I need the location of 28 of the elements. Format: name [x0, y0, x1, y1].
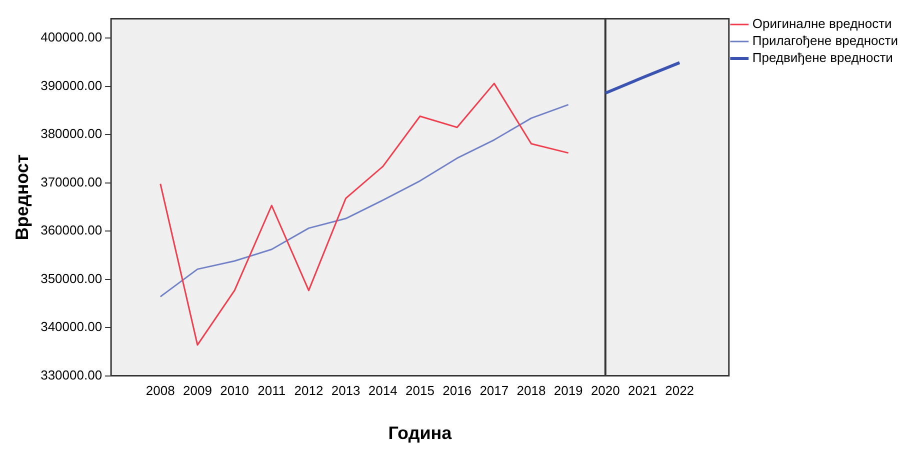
legend-label: Оригиналне вредности — [752, 16, 892, 32]
x-axis-title: Година — [388, 423, 453, 444]
x-tick-label: 2012 — [294, 383, 324, 398]
x-tick-label: 2011 — [258, 383, 286, 398]
x-tick-label: 2018 — [516, 383, 546, 398]
y-tick-label: 390000.00 — [40, 78, 102, 93]
y-tick-label: 400000.00 — [40, 30, 102, 45]
x-tick-label: 2015 — [406, 383, 434, 398]
legend-label: Прилагођене вредности — [752, 33, 898, 48]
x-tick-label: 2021 — [628, 383, 657, 398]
y-tick-label: 360000.00 — [40, 222, 102, 238]
y-tick-label: 380000.00 — [40, 126, 102, 142]
y-tick-label: 370000.00 — [40, 174, 102, 190]
x-tick-label: 2014 — [368, 383, 398, 398]
x-tick-label: 2022 — [665, 383, 694, 398]
legend-label: Предвиђене вредности — [752, 50, 893, 66]
y-tick-label: 330000.00 — [40, 367, 102, 382]
x-tick-label: 2019 — [554, 383, 583, 398]
x-tick-label: 2017 — [480, 383, 509, 398]
x-tick-label: 2016 — [442, 383, 472, 398]
x-tick-label: 2009 — [183, 383, 212, 398]
x-tick-label: 2013 — [331, 383, 360, 398]
x-tick-label: 2008 — [146, 383, 175, 398]
y-tick-label: 350000.00 — [40, 270, 102, 286]
x-tick-label: 2010 — [220, 383, 250, 398]
y-tick-label: 340000.00 — [40, 319, 102, 334]
x-tick-label: 2020 — [590, 383, 620, 398]
y-axis-title: Вредност — [12, 154, 32, 240]
